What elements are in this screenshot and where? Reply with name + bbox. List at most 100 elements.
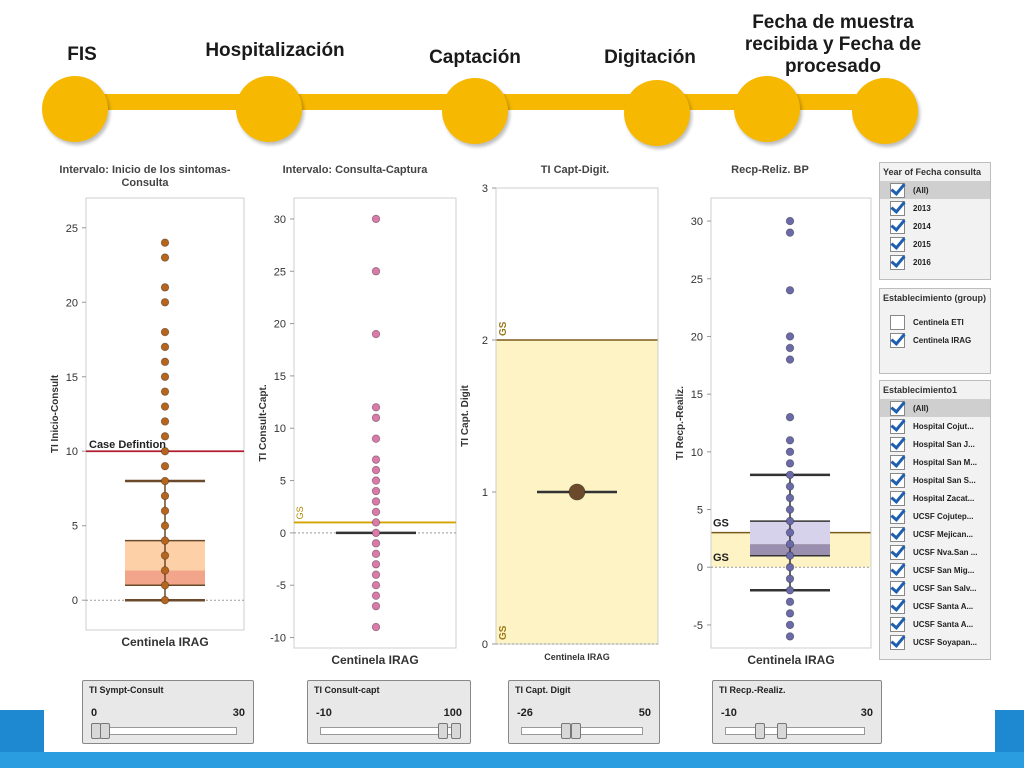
checkbox[interactable]: [890, 472, 905, 488]
slider-track[interactable]: [725, 727, 865, 735]
filter-option[interactable]: Hospital Cojut...: [880, 417, 990, 435]
timeline-node: [734, 76, 800, 142]
slider-thumb-max[interactable]: [571, 723, 581, 739]
slider-thumb-max[interactable]: [451, 723, 461, 739]
chart-title: Intervalo: Consulta-Captura: [282, 164, 428, 176]
data-point: [160, 417, 170, 426]
slider-track[interactable]: [95, 727, 237, 735]
filter-option[interactable]: 2015: [880, 235, 990, 253]
slider-track[interactable]: [521, 727, 643, 735]
filter-option[interactable]: (All): [880, 181, 990, 199]
filter-option-label: UCSF Santa A...: [913, 601, 974, 611]
filter-option[interactable]: UCSF Mejican...: [880, 525, 990, 543]
slide-footer-strip: [0, 752, 1024, 768]
filter-option-label: UCSF San Mig...: [913, 565, 975, 575]
filter-option[interactable]: UCSF San Salv...: [880, 579, 990, 597]
filter-option[interactable]: (All): [880, 399, 990, 417]
checkbox[interactable]: [890, 182, 905, 198]
y-tick-label: 20: [691, 331, 703, 343]
y-tick-label: 10: [66, 446, 78, 458]
checkbox[interactable]: [890, 218, 905, 234]
filter-option[interactable]: 2016: [880, 253, 990, 271]
slider-thumb-min[interactable]: [755, 723, 765, 739]
checkbox[interactable]: [890, 200, 905, 216]
data-point: [371, 465, 381, 475]
band-label: GS: [713, 518, 729, 530]
data-point: [785, 551, 795, 560]
reference-line-label: GS: [295, 506, 305, 519]
checkbox[interactable]: [890, 598, 905, 614]
checkbox[interactable]: [890, 616, 905, 632]
y-axis-label: TI Recp.-Realiz.: [675, 386, 686, 460]
checkbox[interactable]: [890, 490, 905, 506]
checkbox[interactable]: [890, 454, 905, 470]
checkbox[interactable]: [890, 254, 905, 270]
filter-option[interactable]: Centinela IRAG: [880, 331, 990, 349]
filter-option[interactable]: Hospital San M...: [880, 453, 990, 471]
data-point: [785, 482, 795, 491]
filter-option[interactable]: Hospital Zacat...: [880, 489, 990, 507]
band-label: GS: [498, 321, 509, 336]
slider-thumb-min[interactable]: [561, 723, 571, 739]
slider-sympt-consult[interactable]: TI Sympt-Consult 0 30: [82, 680, 254, 744]
checkbox[interactable]: [890, 526, 905, 542]
checkbox[interactable]: [890, 314, 905, 330]
filter-option[interactable]: UCSF Soyapan...: [880, 633, 990, 651]
y-tick-label: 0: [482, 639, 488, 651]
x-axis-label: Centinela IRAG: [331, 653, 418, 667]
data-point: [371, 403, 381, 412]
data-point: [371, 560, 381, 569]
checkbox[interactable]: [890, 508, 905, 524]
slider-min: -10: [316, 707, 332, 719]
filter-header: Establecimiento1: [883, 385, 958, 395]
checkbox[interactable]: [890, 634, 905, 650]
slider-capt-digit[interactable]: TI Capt. Digit -26 50: [508, 680, 660, 744]
chart-title: Recp-Reliz. BP: [731, 164, 809, 176]
data-point: [371, 518, 381, 527]
data-point: [785, 332, 795, 341]
data-point: [371, 528, 381, 538]
data-point: [160, 461, 170, 471]
checkbox[interactable]: [890, 332, 905, 348]
filter-option-label: Hospital Zacat...: [913, 493, 975, 503]
y-tick-label: 15: [66, 372, 78, 384]
checkbox[interactable]: [890, 436, 905, 452]
slider-thumb-max[interactable]: [777, 723, 787, 739]
checkbox[interactable]: [890, 544, 905, 560]
filter-header: Year of Fecha consulta: [883, 167, 982, 177]
checkbox[interactable]: [890, 580, 905, 596]
data-point: [785, 563, 795, 572]
data-point: [371, 581, 381, 590]
data-point: [371, 455, 381, 464]
timeline-node: [852, 78, 918, 144]
y-tick-label: 20: [274, 319, 286, 331]
y-tick-label: -10: [270, 633, 286, 645]
filter-option[interactable]: Centinela ETI: [880, 313, 990, 331]
filter-option[interactable]: UCSF Cojutep...: [880, 507, 990, 525]
slider-thumb-min[interactable]: [438, 723, 448, 739]
checkbox[interactable]: [890, 236, 905, 252]
checkbox[interactable]: [890, 562, 905, 578]
data-point: [785, 528, 795, 537]
data-point: [371, 267, 381, 276]
y-tick-label: 25: [691, 274, 703, 286]
filter-option[interactable]: 2014: [880, 217, 990, 235]
data-point: [160, 372, 170, 381]
filter-option[interactable]: Hospital San J...: [880, 435, 990, 453]
data-point: [160, 387, 170, 396]
slider-consult-capt[interactable]: TI Consult-capt -10 100: [307, 680, 471, 744]
filter-option[interactable]: UCSF Santa A...: [880, 615, 990, 633]
filter-option[interactable]: UCSF Santa A...: [880, 597, 990, 615]
data-point: [785, 470, 795, 480]
slider-thumb-max[interactable]: [100, 723, 110, 739]
slider-title: TI Consult-capt: [314, 685, 380, 695]
checkbox[interactable]: [890, 418, 905, 434]
slider-recp-realiz[interactable]: TI Recp.-Realiz. -10 30: [712, 680, 882, 744]
filter-option-label: (All): [913, 403, 929, 413]
filter-option[interactable]: 2013: [880, 199, 990, 217]
filter-option[interactable]: Hospital San S...: [880, 471, 990, 489]
filter-option[interactable]: UCSF Nva.San ...: [880, 543, 990, 561]
checkbox[interactable]: [890, 400, 905, 416]
slider-track[interactable]: [320, 727, 454, 735]
filter-option[interactable]: UCSF San Mig...: [880, 561, 990, 579]
